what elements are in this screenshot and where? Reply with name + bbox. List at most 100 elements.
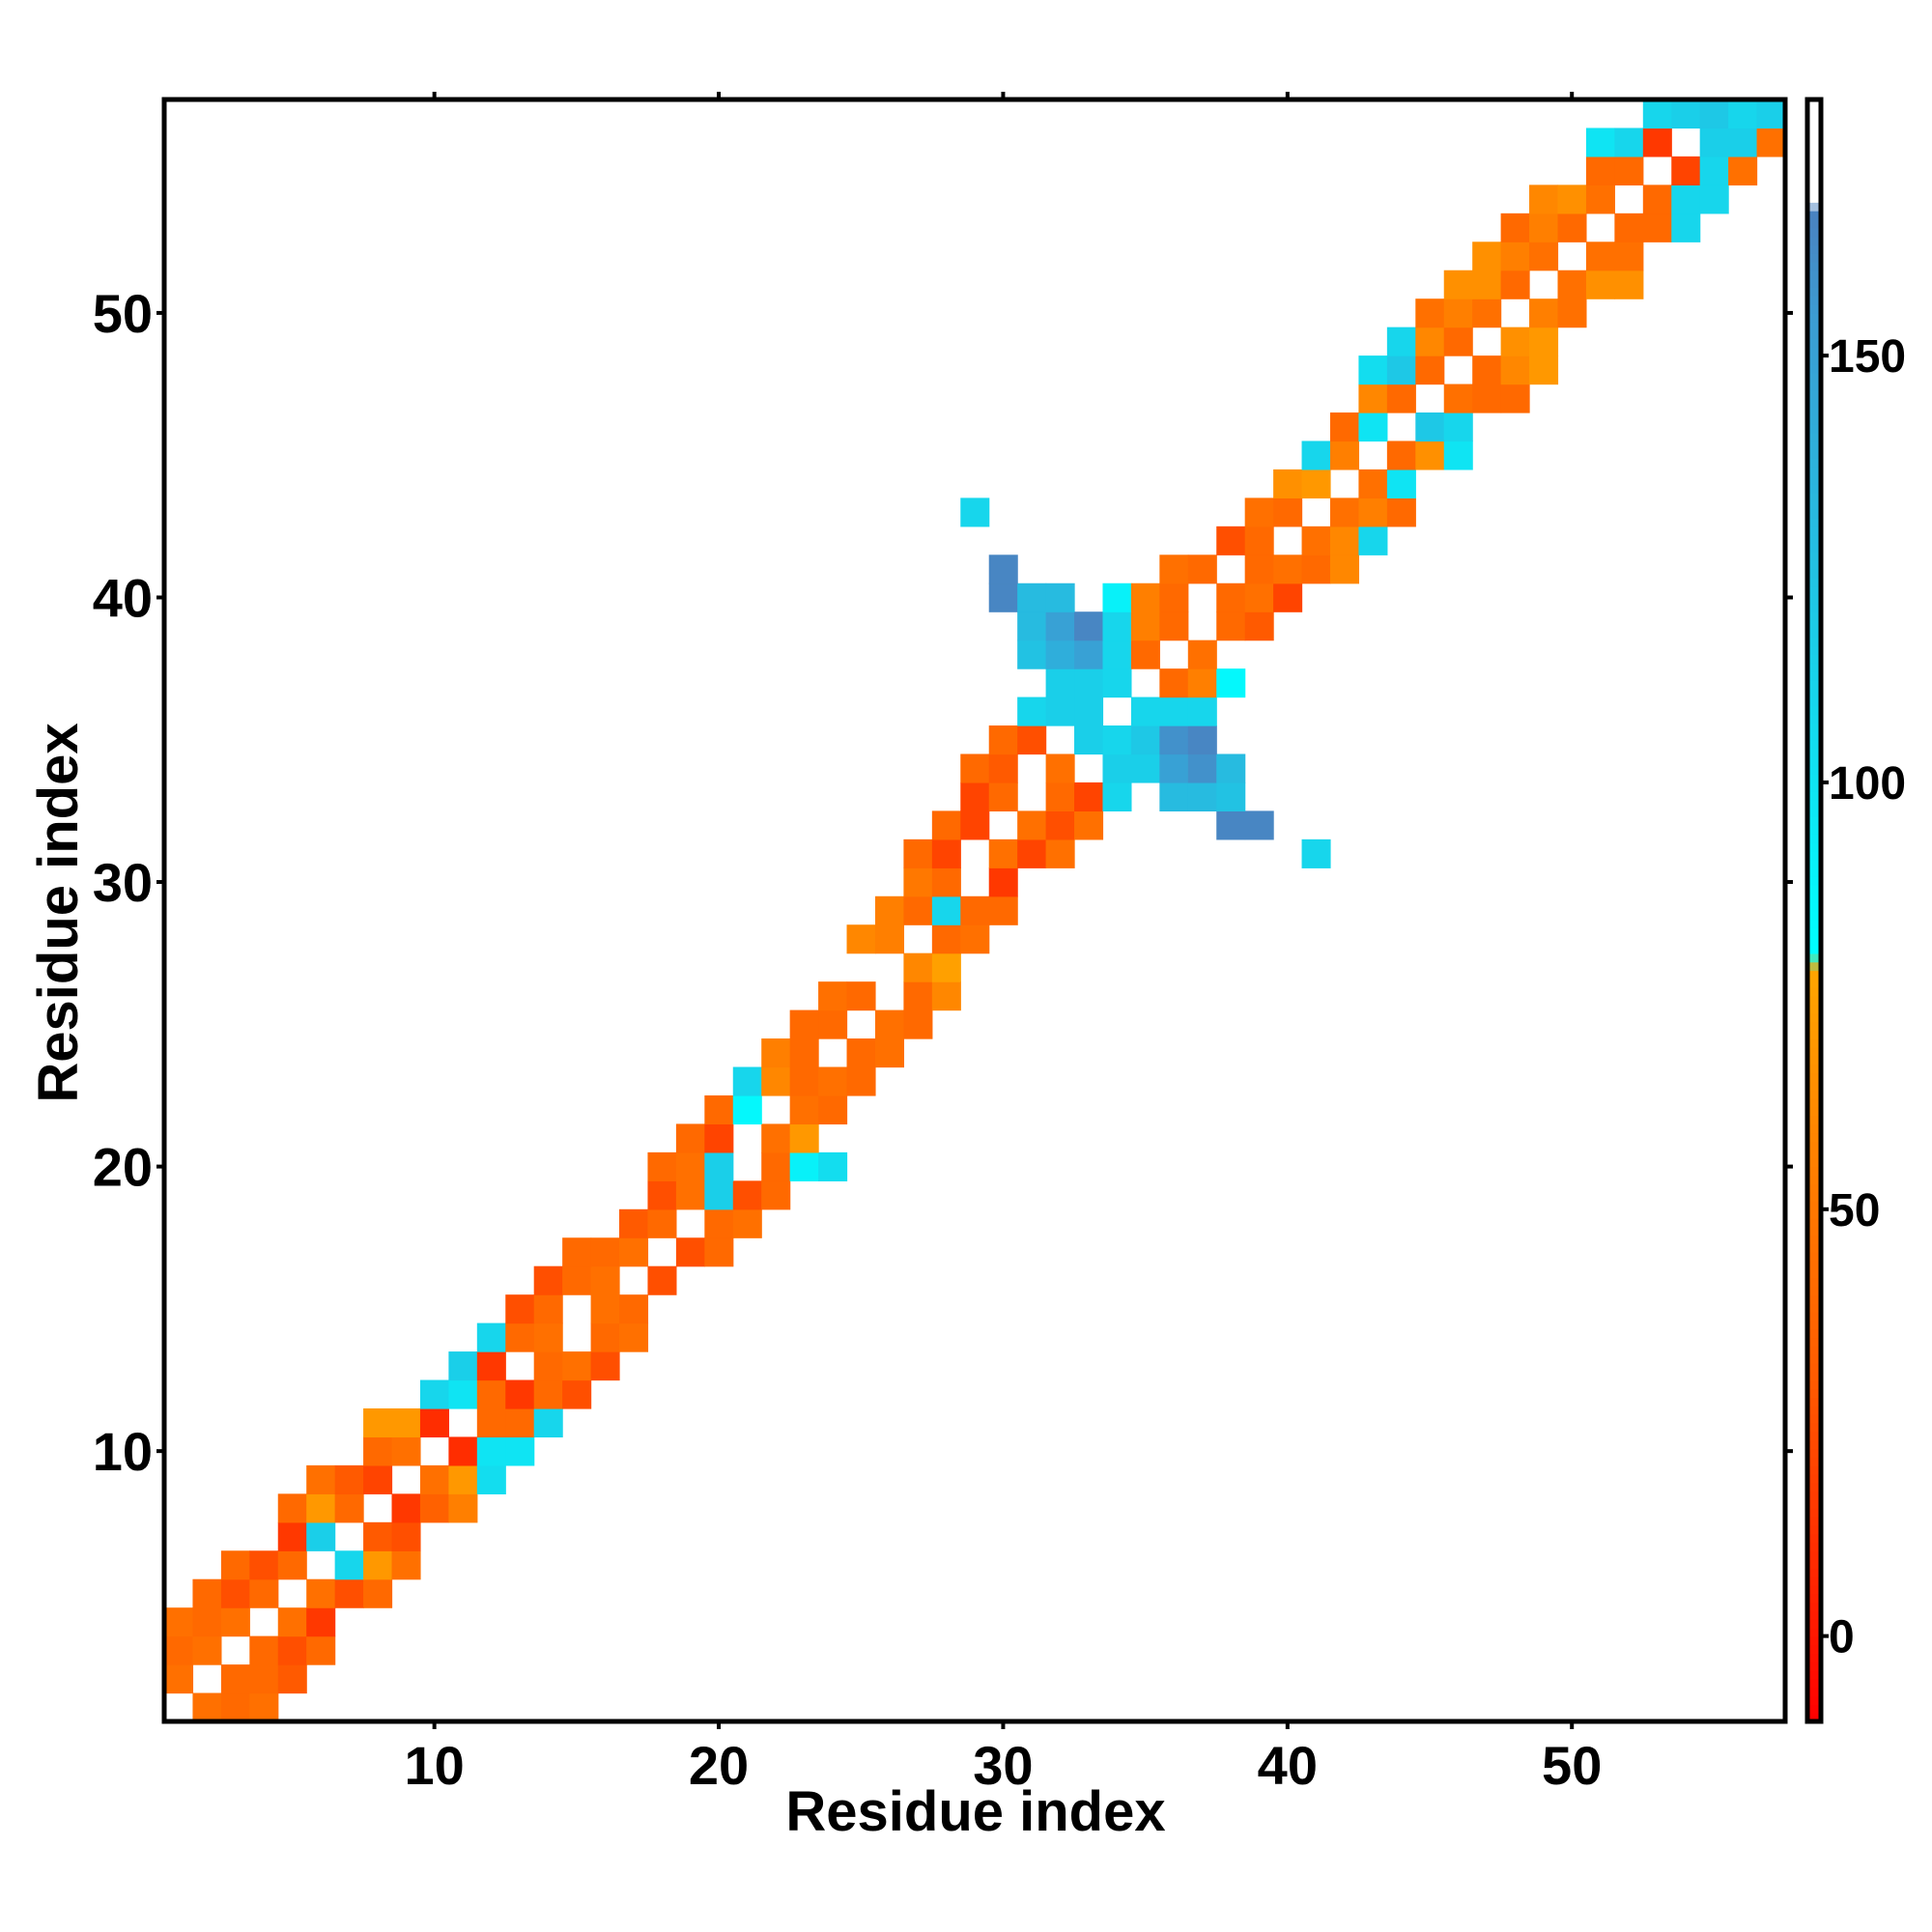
colorbar-segment — [1807, 833, 1821, 843]
heatmap-cell — [562, 1237, 592, 1267]
colorbar-segment — [1807, 185, 1821, 195]
colorbar-segment — [1807, 1448, 1821, 1458]
heatmap-cell — [590, 1351, 620, 1381]
heatmap-cell — [1187, 668, 1217, 698]
x-axis-title: Residue index — [785, 1780, 1165, 1843]
heatmap-cell — [704, 1208, 734, 1238]
heatmap-cell — [1273, 582, 1303, 612]
colorbar-segment — [1807, 603, 1821, 613]
colorbar-segment — [1807, 500, 1821, 510]
heatmap-cell — [619, 1237, 649, 1267]
heatmap-cell — [363, 1436, 393, 1466]
colorbar-segment — [1807, 1123, 1821, 1134]
colorbar-segment — [1807, 543, 1821, 554]
colorbar-segment — [1807, 850, 1821, 861]
colorbar-segment — [1807, 1064, 1821, 1074]
heatmap-cell — [1358, 469, 1388, 498]
heatmap-cell — [761, 1180, 791, 1210]
heatmap-cell — [1045, 781, 1075, 812]
heatmap-cell — [249, 1692, 279, 1722]
heatmap-cell — [1756, 128, 1786, 157]
heatmap-cell — [1358, 526, 1388, 555]
colorbar-segment — [1807, 407, 1821, 416]
heatmap-cell — [192, 1635, 222, 1665]
colorbar-segment — [1807, 1106, 1821, 1117]
heatmap-cell — [818, 981, 848, 1011]
heatmap-cell — [1045, 696, 1075, 726]
heatmap-cell — [1358, 412, 1388, 442]
heatmap-cell — [533, 1294, 563, 1324]
heatmap-cell — [1216, 810, 1246, 840]
heatmap-cell — [562, 1351, 592, 1381]
colorbar-segment — [1807, 1559, 1821, 1569]
colorbar-segment — [1807, 151, 1821, 160]
heatmap-cell — [988, 895, 1018, 925]
heatmap-cell — [732, 1208, 762, 1238]
heatmap-cell — [505, 1294, 535, 1324]
colorbar: 0 50 100 150 — [1804, 97, 1906, 1724]
colorbar-segment — [1807, 1012, 1821, 1023]
heatmap-cell — [1045, 668, 1075, 698]
heatmap-cell — [1017, 639, 1047, 669]
heatmap-cell — [1728, 128, 1758, 157]
heatmap-cell — [818, 1009, 848, 1039]
heatmap-cell — [1642, 99, 1672, 129]
heatmap-cell — [192, 1692, 222, 1722]
colorbar-segment — [1807, 1149, 1821, 1159]
heatmap-cell — [1216, 753, 1246, 783]
colorbar-segment — [1807, 663, 1821, 672]
heatmap-cell — [1699, 156, 1729, 185]
heatmap-cell — [1187, 781, 1217, 812]
heatmap-cell — [1216, 582, 1246, 612]
colorbar-frame — [1804, 97, 1824, 1724]
heatmap-cell — [619, 1208, 649, 1238]
heatmap-cell — [1329, 526, 1360, 555]
heatmap-cell — [931, 895, 961, 925]
colorbar-segment — [1807, 730, 1821, 741]
heatmap-cell — [448, 1351, 478, 1381]
heatmap-cell — [277, 1664, 307, 1694]
heatmap-cell — [704, 1180, 734, 1210]
colorbar-segment — [1807, 714, 1821, 724]
heatmap-cell — [1159, 611, 1189, 641]
heatmap-cell — [1301, 526, 1331, 555]
colorbar-segment — [1807, 1662, 1821, 1671]
colorbar-segment — [1807, 944, 1821, 954]
heatmap-cell — [448, 1436, 478, 1466]
colorbar-segment — [1807, 645, 1821, 656]
colorbar-segment — [1807, 1431, 1821, 1441]
colorbar-segment — [1807, 440, 1821, 451]
heatmap-cell — [1244, 526, 1274, 555]
colorbar-segment — [1807, 449, 1821, 459]
colorbar-segment — [1807, 1183, 1821, 1193]
heatmap-cell — [1130, 582, 1160, 612]
heatmap-cell — [1216, 526, 1246, 555]
heatmap-cell — [277, 1521, 307, 1551]
heatmap-cell — [1443, 384, 1473, 413]
heatmap-cell — [476, 1379, 506, 1409]
colorbar-segment — [1807, 765, 1821, 775]
colorbar-segment — [1807, 1457, 1821, 1466]
heatmap-cell — [1614, 242, 1644, 271]
heatmap-cell — [533, 1322, 563, 1352]
heatmap-cell — [960, 810, 990, 840]
heatmap-cell — [1074, 668, 1104, 698]
heatmap-cell — [1187, 725, 1217, 755]
heatmap-cell — [1159, 781, 1189, 812]
heatmap-cell — [306, 1635, 336, 1665]
heatmap-cell — [761, 1038, 791, 1068]
colorbar-segment — [1807, 611, 1821, 621]
x-tick-label: 30 — [973, 1735, 1033, 1796]
y-tick-label: 40 — [93, 567, 153, 628]
heatmap-cell — [1529, 327, 1559, 356]
colorbar-segment — [1807, 278, 1821, 289]
heatmap-cell — [533, 1351, 563, 1381]
heatmap-cell — [1415, 327, 1445, 356]
colorbar-segment — [1807, 679, 1821, 690]
heatmap-cell — [874, 924, 904, 954]
heatmap-cell — [1102, 725, 1132, 755]
colorbar-segment — [1807, 509, 1821, 519]
heatmap-cell — [1557, 270, 1587, 299]
colorbar-segment — [1807, 585, 1821, 596]
